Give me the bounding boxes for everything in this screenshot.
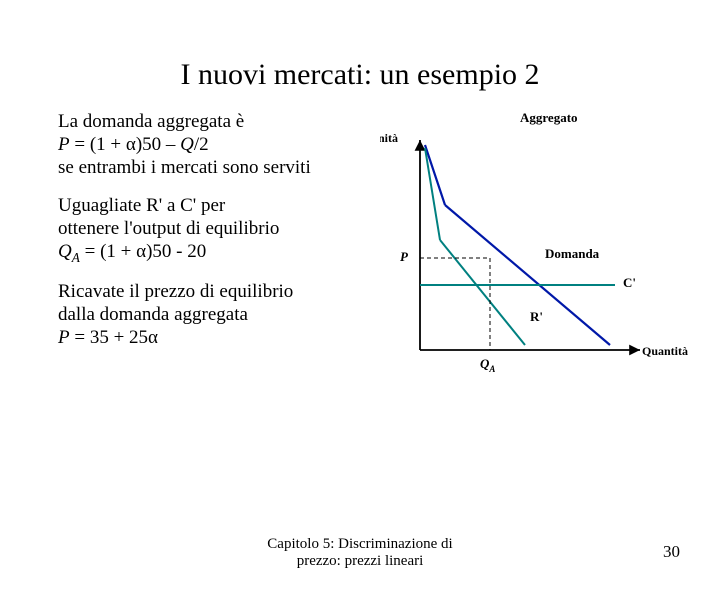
svg-text:C': C' xyxy=(623,275,636,290)
p3-l3-P: P xyxy=(58,327,70,348)
svg-text:P: P xyxy=(400,249,409,264)
p3-l3-post: = 35 + 25α xyxy=(70,327,158,348)
svg-text:QA: QA xyxy=(480,356,495,374)
p1-l2-post: /2 xyxy=(194,134,209,155)
p2-l3-sub: A xyxy=(72,250,80,265)
footer: Capitolo 5: Discriminazione di prezzo: p… xyxy=(0,536,720,571)
p1-l2-mid: = (1 + α)50 – xyxy=(70,134,181,155)
chart-area: Aggregato €/unità P Domanda C' R' Quantità QA xyxy=(380,110,700,410)
text-column: La domanda aggregata è P = (1 + α)50 – Q… xyxy=(58,110,388,363)
footer-l2: prezzo: prezzi lineari xyxy=(297,553,424,569)
svg-text:Domanda: Domanda xyxy=(545,246,600,261)
p1-l2-Q: Q xyxy=(180,134,194,155)
svg-text:R': R' xyxy=(530,309,543,324)
chart-svg: Aggregato €/unità P Domanda C' R' Quantità QA xyxy=(380,110,700,410)
footer-l1: Capitolo 5: Discriminazione di xyxy=(267,536,452,552)
p2-l2: ottenere l'output di equilibrio xyxy=(58,218,279,239)
svg-text:Quantità: Quantità xyxy=(642,344,688,358)
svg-text:Aggregato: Aggregato xyxy=(520,110,578,125)
p1-l2-P: P xyxy=(58,134,70,155)
paragraph-3: Ricavate il prezzo di equilibrio dalla d… xyxy=(58,280,388,350)
p1-l1: La domanda aggregata è xyxy=(58,111,244,132)
paragraph-1: La domanda aggregata è P = (1 + α)50 – Q… xyxy=(58,110,388,180)
p1-l3: se entrambi i mercati sono serviti xyxy=(58,157,311,178)
page-number: 30 xyxy=(663,542,680,562)
p3-l1: Ricavate il prezzo di equilibrio xyxy=(58,281,293,302)
p3-l2: dalla domanda aggregata xyxy=(58,304,248,325)
svg-text:€/unità: €/unità xyxy=(380,131,398,145)
p2-l3-post: = (1 + α)50 - 20 xyxy=(80,241,206,262)
paragraph-2: Uguagliate R' a C' per ottenere l'output… xyxy=(58,194,388,266)
p2-l1: Uguagliate R' a C' per xyxy=(58,195,225,216)
slide-title: I nuovi mercati: un esempio 2 xyxy=(0,58,720,92)
p2-l3-Q: Q xyxy=(58,241,72,262)
